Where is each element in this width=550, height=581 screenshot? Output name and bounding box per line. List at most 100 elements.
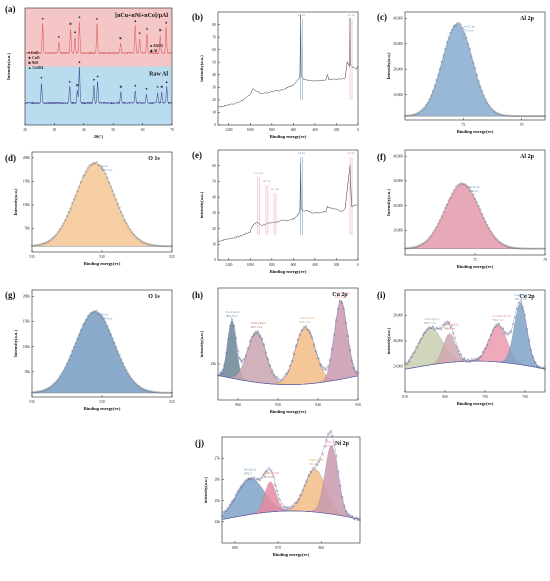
plot-frame <box>217 11 359 126</box>
data-point <box>67 211 70 214</box>
data-point <box>444 206 447 209</box>
data-point <box>284 505 287 508</box>
data-point <box>505 244 508 248</box>
data-point <box>494 111 498 114</box>
data-point <box>322 367 326 370</box>
data-point <box>517 301 521 304</box>
plot-frame <box>221 436 361 544</box>
data-point <box>232 325 236 328</box>
peak-annotation: Ni 2p1/2 <box>244 467 256 471</box>
data-point <box>350 359 354 362</box>
data-point <box>472 61 475 64</box>
data-point <box>123 366 126 369</box>
data-point <box>485 344 489 347</box>
peak-annotation: NiO 2p3/2 <box>326 440 341 444</box>
data-point <box>467 360 471 363</box>
peak-annotation: Cu 2 p1/2 <box>226 310 240 314</box>
data-point <box>423 106 426 109</box>
data-point <box>130 230 133 233</box>
chart-panel: (b) Binding energy(ev) intensity(a.u.) 1200… <box>192 11 359 139</box>
data-point <box>139 386 142 389</box>
data-point <box>248 477 251 480</box>
data-point <box>268 364 272 367</box>
data-point <box>113 194 116 197</box>
data-point <box>71 349 74 352</box>
x-tick-label: 1000 <box>247 263 254 267</box>
data-point <box>487 338 491 341</box>
data-point <box>287 506 291 509</box>
data-point <box>312 344 316 347</box>
peak-marker: ★ <box>68 80 72 84</box>
data-point <box>421 108 424 111</box>
y-tick-label: 30,000 <box>393 42 403 47</box>
data-point <box>258 334 262 337</box>
data-point <box>419 110 422 113</box>
x-tick-label: 880 <box>232 546 238 550</box>
data-point <box>220 515 224 518</box>
peak-marker: ▲ <box>133 19 137 23</box>
data-point <box>501 243 505 246</box>
y-tick-label: 50k <box>25 370 31 374</box>
data-point <box>144 242 147 245</box>
data-point <box>465 360 469 363</box>
data-point <box>132 379 135 382</box>
data-point <box>222 511 226 514</box>
data-point <box>78 185 81 188</box>
data-point <box>471 358 475 361</box>
data-point <box>128 228 132 231</box>
data-point <box>535 364 539 367</box>
data-point <box>511 323 515 326</box>
x-tick-label: 75 <box>473 258 477 262</box>
data-point <box>325 439 328 442</box>
panel-label: (j) <box>195 438 204 448</box>
data-point <box>60 225 63 228</box>
data-point <box>90 312 93 315</box>
data-point <box>48 239 51 242</box>
data-point <box>297 498 300 501</box>
peak-annotation: 961.5 ev <box>226 314 238 318</box>
peak-marker: ♥ <box>78 16 80 20</box>
data-point <box>324 369 328 372</box>
data-point <box>411 352 415 355</box>
data-point <box>41 389 44 392</box>
data-point <box>109 333 112 336</box>
data-point <box>284 372 288 376</box>
data-point <box>486 101 489 104</box>
data-point <box>477 356 481 359</box>
data-point <box>497 322 501 325</box>
x-tick-label: 780 <box>522 395 528 399</box>
peak-annotation: CoO 2p1/2 <box>443 323 458 327</box>
y-tick-label: 40 <box>212 195 216 199</box>
data-point <box>501 327 505 330</box>
x-tick-label: 40 <box>82 128 86 132</box>
data-point <box>479 85 482 88</box>
data-point <box>246 347 250 350</box>
data-point <box>509 330 513 333</box>
panel-title: Ni 2p <box>335 441 350 447</box>
data-point <box>137 238 140 241</box>
data-point <box>242 483 245 486</box>
data-point <box>262 473 265 476</box>
background-line <box>217 375 359 385</box>
data-point <box>451 28 454 31</box>
data-point <box>453 336 457 339</box>
data-point <box>295 501 298 504</box>
data-point <box>170 245 174 248</box>
data-point <box>433 84 436 87</box>
x-tick-label: 400 <box>312 128 318 132</box>
data-point <box>308 332 312 335</box>
data-point <box>477 80 480 83</box>
chart-panel: (i) Binding energy(ev) intensity(a.u.) Co 2… <box>377 289 547 406</box>
x-axis-label: Binding energy(ev) <box>270 134 307 139</box>
data-point <box>65 362 69 365</box>
peak-marker: ▲ <box>165 80 169 84</box>
panel-label: (h) <box>192 290 203 300</box>
data-point <box>491 108 494 111</box>
data-point <box>507 332 511 335</box>
data-point <box>44 388 48 391</box>
data-point <box>423 332 427 335</box>
x-tick-label: 1200 <box>225 263 232 267</box>
data-point <box>238 357 242 360</box>
data-point <box>141 240 144 243</box>
data-point <box>489 229 492 232</box>
